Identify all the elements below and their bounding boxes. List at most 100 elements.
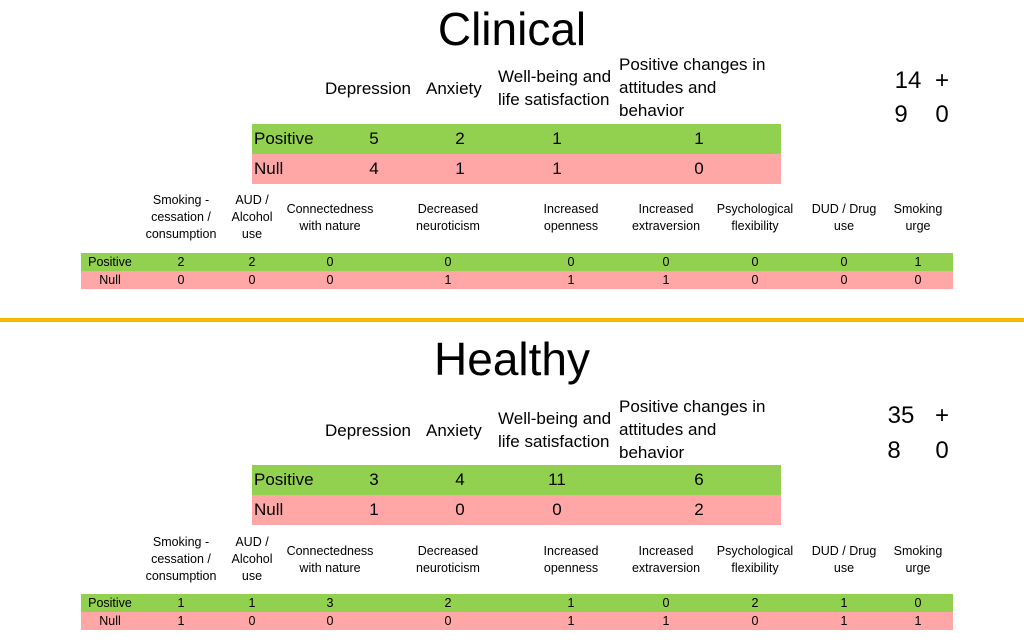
sec-header-smoking: Smoking - cessation / consumption <box>145 193 217 241</box>
sec-row-null: Null 1 0 0 0 1 1 0 1 1 <box>81 612 953 630</box>
sec-header-flexibility: Psychological flexibility <box>716 544 794 575</box>
cell-wellbeing: 1 <box>552 129 562 148</box>
sec-header-aud: AUD / Alcohol use <box>231 535 273 583</box>
sec-header-connectedness: Connectedness with nature <box>286 202 374 233</box>
main-header-positive-changes: Positive changes in attitudes and behavi… <box>619 397 766 462</box>
section-divider <box>0 318 1024 322</box>
sec-header-aud: AUD / Alcohol use <box>231 193 273 241</box>
main-header-wellbeing: Well-being and life satisfaction <box>498 409 612 451</box>
total-positive: 14 <box>894 67 922 94</box>
row-label: Positive <box>254 470 314 489</box>
cell-dud: 1 <box>840 596 848 610</box>
section-title: Healthy <box>434 333 590 385</box>
main-row-null: Null 1 0 0 2 <box>252 495 781 525</box>
cell-anxiety: 2 <box>455 129 465 148</box>
cell-flexibility: 0 <box>751 255 759 269</box>
cell-aud: 0 <box>248 614 256 628</box>
cell-aud: 1 <box>248 596 256 610</box>
cell-neuroticism: 0 <box>444 614 452 628</box>
row-label: Positive <box>88 255 132 269</box>
cell-positive-changes: 2 <box>694 500 704 519</box>
cell-connectedness: 0 <box>326 255 334 269</box>
section-title: Clinical <box>437 3 587 55</box>
cell-wellbeing: 1 <box>552 159 562 178</box>
cell-smoking: 1 <box>177 614 185 628</box>
cell-smoking-urge: 1 <box>914 255 922 269</box>
cell-depression: 4 <box>369 159 379 178</box>
sec-row-positive: Positive 1 1 3 2 1 0 2 1 0 <box>81 594 953 612</box>
cell-openness: 1 <box>567 614 575 628</box>
sec-row-positive: Positive 2 2 0 0 0 0 0 0 1 <box>81 253 953 271</box>
total-positive: 35 <box>887 402 915 429</box>
main-header-depression: Depression <box>325 421 411 440</box>
cell-extraversion: 1 <box>662 273 670 287</box>
sec-header-neuroticism: Decreased neuroticism <box>416 202 480 233</box>
main-row-positive: Positive 3 4 11 6 <box>252 465 781 495</box>
cell-smoking-urge: 0 <box>914 596 922 610</box>
cell-dud: 0 <box>840 273 848 287</box>
cell-extraversion: 0 <box>662 255 670 269</box>
total-plus: + <box>934 67 949 94</box>
cell-aud: 2 <box>248 255 256 269</box>
sec-header-smoking-urge: Smoking urge <box>893 544 943 575</box>
cell-neuroticism: 2 <box>444 596 452 610</box>
cell-neuroticism: 0 <box>444 255 452 269</box>
cell-smoking-urge: 0 <box>914 273 922 287</box>
sec-header-smoking: Smoking - cessation / consumption <box>145 535 217 583</box>
cell-depression: 5 <box>369 129 379 148</box>
cell-smoking: 0 <box>177 273 185 287</box>
row-label: Null <box>99 614 121 628</box>
sec-header-connectedness: Connectedness with nature <box>286 544 374 575</box>
cell-connectedness: 0 <box>326 614 334 628</box>
cell-anxiety: 1 <box>455 159 465 178</box>
total-null: 9 <box>894 101 908 128</box>
sec-header-smoking-urge: Smoking urge <box>893 202 943 233</box>
cell-flexibility: 0 <box>751 273 759 287</box>
cell-depression: 3 <box>369 470 379 489</box>
cell-extraversion: 0 <box>662 596 670 610</box>
total-null: 8 <box>887 437 901 464</box>
row-label: Null <box>254 500 284 519</box>
cell-dud: 0 <box>840 255 848 269</box>
sec-header-dud: DUD / Drug use <box>811 544 877 575</box>
cell-openness: 1 <box>567 273 575 287</box>
main-row-positive: Positive 5 2 1 1 <box>252 124 781 154</box>
main-header-anxiety: Anxiety <box>426 421 482 440</box>
sec-header-dud: DUD / Drug use <box>811 202 877 233</box>
cell-positive-changes: 0 <box>694 159 704 178</box>
cell-positive-changes: 1 <box>694 129 704 148</box>
cell-connectedness: 3 <box>326 596 334 610</box>
cell-anxiety: 4 <box>455 470 465 489</box>
cell-flexibility: 0 <box>751 614 759 628</box>
main-header-depression: Depression <box>325 79 411 98</box>
main-header-wellbeing: Well-being and life satisfaction <box>498 67 612 109</box>
cell-neuroticism: 1 <box>444 273 452 287</box>
sec-row-null: Null 0 0 0 1 1 1 0 0 0 <box>81 271 953 289</box>
total-zero: 0 <box>935 437 949 464</box>
cell-wellbeing: 11 <box>548 470 566 489</box>
sec-header-extraversion: Increased extraversion <box>631 544 701 575</box>
row-label: Null <box>254 159 284 178</box>
cell-smoking-urge: 1 <box>914 614 922 628</box>
cell-connectedness: 0 <box>326 273 334 287</box>
cell-positive-changes: 6 <box>694 470 704 489</box>
sec-header-extraversion: Increased extraversion <box>631 202 701 233</box>
cell-smoking: 2 <box>177 255 185 269</box>
cell-aud: 0 <box>248 273 256 287</box>
cell-smoking: 1 <box>177 596 185 610</box>
sec-header-neuroticism: Decreased neuroticism <box>416 544 480 575</box>
total-zero: 0 <box>935 101 949 128</box>
main-header-positive-changes: Positive changes in attitudes and behavi… <box>619 55 766 120</box>
total-plus: + <box>934 402 949 429</box>
cell-openness: 0 <box>567 255 575 269</box>
cell-dud: 1 <box>840 614 848 628</box>
cell-extraversion: 1 <box>662 614 670 628</box>
cell-depression: 1 <box>369 500 379 519</box>
main-row-null: Null 4 1 1 0 <box>252 154 781 184</box>
cell-anxiety: 0 <box>455 500 465 519</box>
row-label: Null <box>99 273 121 287</box>
cell-openness: 1 <box>567 596 575 610</box>
sec-header-flexibility: Psychological flexibility <box>716 202 794 233</box>
main-header-anxiety: Anxiety <box>426 79 482 98</box>
cell-flexibility: 2 <box>751 596 759 610</box>
